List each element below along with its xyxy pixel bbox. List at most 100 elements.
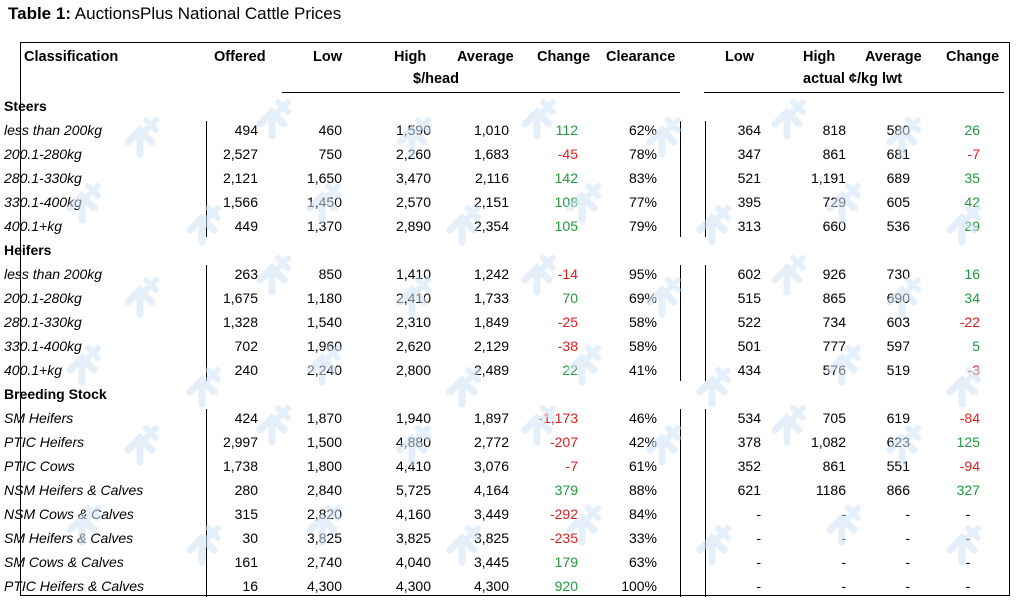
table-cell-avg: 4,300 <box>473 578 509 594</box>
table-cell-clearance: 58% <box>628 314 657 330</box>
section-heading: Steers <box>4 98 47 114</box>
table-cell-clearance: 58% <box>628 338 657 354</box>
table-cell-clearance: 79% <box>628 218 657 234</box>
row-label: NSM Heifers & Calves <box>4 482 144 498</box>
table-cell-high2: 1,082 <box>810 434 846 450</box>
table-cell-high2: - <box>841 530 846 546</box>
header-average: Average <box>457 49 514 65</box>
table-cell-change2: - <box>965 506 971 522</box>
row-label: 330.1-400kg <box>4 338 82 354</box>
header-rule-head <box>282 92 680 93</box>
column-divider <box>680 121 681 237</box>
table-cell-high: 4,880 <box>395 434 431 450</box>
table-cell-clearance: 78% <box>628 146 657 162</box>
table-cell-change: -25 <box>557 314 578 330</box>
row-label: less than 200kg <box>4 122 103 138</box>
row-label: PTIC Cows <box>4 458 75 474</box>
table-cell-avg2: - <box>905 578 910 594</box>
section-heading: Breeding Stock <box>4 386 107 402</box>
table-cell-change2: - <box>965 578 971 594</box>
table-cell-low: 1,370 <box>306 218 342 234</box>
table-cell-high: 2,620 <box>395 338 431 354</box>
table-cell-low: 1,180 <box>306 290 342 306</box>
table-cell-low2: 534 <box>737 410 761 426</box>
table-cell-avg: 1,683 <box>473 146 509 162</box>
table-cell-clearance: 61% <box>628 458 657 474</box>
table-cell-high: 2,890 <box>395 218 431 234</box>
table-cell-change2: 327 <box>956 482 980 498</box>
header-low-kg: Low <box>725 49 754 65</box>
header-low: Low <box>313 49 342 65</box>
table-cell-change2: 125 <box>956 434 980 450</box>
table-cell-high: 4,410 <box>395 458 431 474</box>
table-cell-avg: 2,772 <box>473 434 509 450</box>
table-cell-change: -14 <box>557 266 578 282</box>
table-cell-high2: 818 <box>822 122 846 138</box>
table-cell-change: 142 <box>554 170 578 186</box>
table-cell-change: -292 <box>549 506 578 522</box>
header-change-kg: Change <box>946 49 1000 65</box>
table-cell-avg: 2,116 <box>475 170 509 186</box>
table-cell-clearance: 83% <box>628 170 657 186</box>
table-cell-change: -1,173 <box>538 410 578 426</box>
table-cell-clearance: 62% <box>628 122 657 138</box>
table-cell-avg2: 681 <box>886 146 910 162</box>
table-cell-avg2: 597 <box>886 338 910 354</box>
table-cell-avg2: - <box>905 554 910 570</box>
unit-per-head: $/head <box>413 71 459 87</box>
column-divider <box>705 121 706 237</box>
table-cell-high2: 861 <box>822 458 846 474</box>
table-cell-low: 1,870 <box>306 410 342 426</box>
table-cell-change: -38 <box>557 338 578 354</box>
table-cell-high2: 729 <box>822 194 846 210</box>
row-label: 330.1-400kg <box>4 194 82 210</box>
header-rule-kg <box>704 92 1004 93</box>
table-cell-clearance: 41% <box>628 362 657 378</box>
table-cell-change: 112 <box>555 122 578 138</box>
table-cell-avg: 3,825 <box>473 530 509 546</box>
row-label: PTIC Heifers & Calves <box>4 578 145 594</box>
table-cell-high: 1,590 <box>395 122 431 138</box>
table-cell-clearance: 77% <box>628 194 657 210</box>
row-label: NSM Cows & Calves <box>4 506 134 522</box>
table-cell-change2: - <box>965 530 971 546</box>
row-label: less than 200kg <box>4 266 103 282</box>
section-heading: Heifers <box>4 242 52 258</box>
table-cell-high2: 865 <box>822 290 846 306</box>
table-cell-high: 3,470 <box>395 170 431 186</box>
table-cell-low: 1,500 <box>306 434 342 450</box>
table-cell-clearance: 33% <box>628 530 657 546</box>
table-cell-offered: 1,328 <box>222 314 258 330</box>
row-label: 200.1-280kg <box>4 146 82 162</box>
table-cell-avg2: 551 <box>886 458 910 474</box>
row-label: 400.1+kg <box>4 218 62 234</box>
table-cell-high: 2,570 <box>395 194 431 210</box>
table-cell-avg: 1,010 <box>473 122 509 138</box>
table-cell-low2: 521 <box>737 170 761 186</box>
table-cell-clearance: 95% <box>628 266 657 282</box>
table-cell-change: -235 <box>549 530 578 546</box>
table-cell-low2: 347 <box>737 146 761 162</box>
table-cell-change: -45 <box>557 146 578 162</box>
title-text: AuctionsPlus National Cattle Prices <box>74 4 342 23</box>
table-cell-avg2: 866 <box>886 482 910 498</box>
table-cell-change: -207 <box>549 434 578 450</box>
table-cell-offered: 16 <box>242 578 258 594</box>
table-cell-high: 1,940 <box>395 410 431 426</box>
table-cell-change2: - <box>965 554 971 570</box>
row-label: 280.1-330kg <box>4 314 82 330</box>
table-cell-high: 2,310 <box>395 314 431 330</box>
table-frame <box>20 42 1010 596</box>
row-label: 200.1-280kg <box>4 290 82 306</box>
header-high: High <box>394 49 427 65</box>
table-cell-low: 3,825 <box>306 530 342 546</box>
table-cell-high: 4,300 <box>395 578 431 594</box>
table-cell-high: 4,160 <box>395 506 431 522</box>
row-label: SM Heifers <box>4 410 74 426</box>
table-cell-avg2: 690 <box>886 290 910 306</box>
table-cell-low2: - <box>756 554 761 570</box>
table-cell-low2: 602 <box>737 266 761 282</box>
table-cell-high2: - <box>841 554 846 570</box>
table-cell-clearance: 42% <box>628 434 657 450</box>
table-cell-avg2: - <box>905 530 910 546</box>
